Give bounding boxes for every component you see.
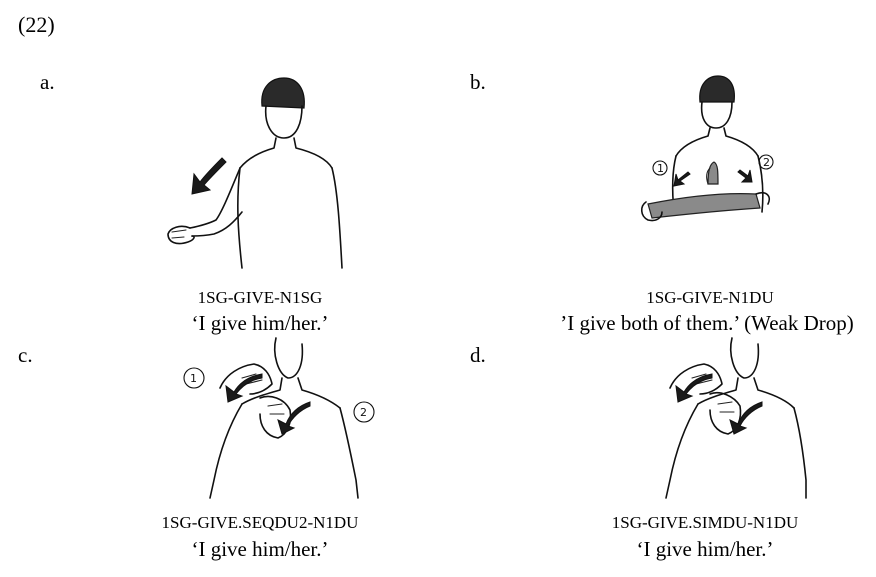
panel-d-gloss: 1SG-GIVE.SIMDU-N1DU [611, 513, 799, 532]
panel-d-illustration [640, 334, 810, 502]
panel-c-gloss: 1SG-GIVE.SEQDU2-N1DU [161, 513, 359, 532]
panel-d-letter: d. [470, 343, 486, 367]
panel-a-translation: ‘I give him/her.’ [191, 311, 329, 335]
panel-b-illustration: 1 2 [638, 72, 778, 232]
panel-c-translation: ‘I give him/her.’ [191, 537, 329, 561]
panel-a-gloss: 1SG-GIVE-N1SG [197, 288, 323, 307]
panel-b-letter: b. [470, 70, 486, 94]
panel-c-marker-2: 2 [360, 406, 367, 419]
panel-b-marker-2: 2 [763, 156, 770, 169]
panel-a-letter: a. [40, 70, 55, 94]
panel-a-illustration [160, 72, 360, 272]
panel-c-marker-1: 1 [190, 372, 197, 385]
panel-c-letter: c. [18, 343, 33, 367]
panel-b-marker-1: 1 [657, 162, 664, 175]
panel-d-translation: ‘I give him/her.’ [636, 537, 774, 561]
example-number: (22) [18, 12, 55, 37]
panel-b-gloss: 1SG-GIVE-N1DU [646, 288, 774, 307]
panel-b-translation: ’I give both of them.’ (Weak Drop) [560, 311, 854, 335]
panel-c-illustration: 1 2 [180, 334, 380, 502]
